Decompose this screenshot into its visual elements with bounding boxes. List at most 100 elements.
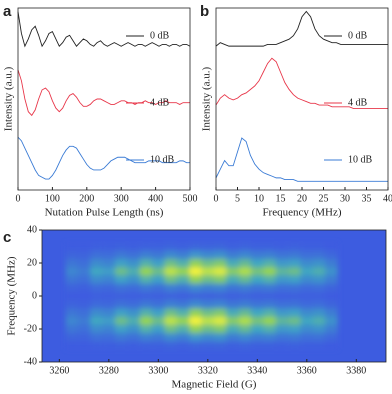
heatmap-cell <box>115 333 128 342</box>
series-line <box>17 69 190 117</box>
heatmap-cell <box>127 275 140 284</box>
heatmap-cell <box>152 316 165 325</box>
heatmap-cell <box>238 324 252 334</box>
heatmap-cell <box>115 316 128 325</box>
heatmap-cell <box>127 333 140 342</box>
heatmap-cell <box>251 283 264 292</box>
heatmap-cell <box>77 341 91 350</box>
heatmap-cell <box>65 250 78 259</box>
heatmap-cell <box>164 300 177 309</box>
heatmap-cell <box>139 300 153 309</box>
heatmap-cell <box>127 258 140 268</box>
heatmap-cell <box>214 300 227 309</box>
heatmap-cell <box>115 300 128 309</box>
heatmap-cell <box>288 316 301 325</box>
heatmap-cell <box>263 300 276 309</box>
heatmap-cell <box>263 308 276 317</box>
heatmap-cell <box>152 283 165 292</box>
heatmap-cell <box>312 242 326 251</box>
heatmap-cell <box>201 341 214 350</box>
heatmap-cell <box>201 267 214 276</box>
heatmap-cell <box>238 258 252 268</box>
heatmap-cell <box>238 333 252 342</box>
heatmap-cell <box>164 324 177 334</box>
heatmap-cell <box>139 316 153 325</box>
heatmap-cell <box>214 308 227 317</box>
heatmap-cell <box>226 267 239 276</box>
heatmap-cell <box>288 250 301 259</box>
heatmap-cell <box>312 291 326 301</box>
heatmap-cell <box>226 258 239 268</box>
heatmap-cell <box>263 258 276 268</box>
heatmap-cell <box>325 341 338 350</box>
heatmap-cell <box>275 316 289 325</box>
heatmap-cell <box>214 275 227 284</box>
heatmap-cell <box>201 300 214 309</box>
heatmap-cell <box>251 341 264 350</box>
heatmap-cell <box>65 333 78 342</box>
heatmap-cell <box>115 258 128 268</box>
heatmap-cell <box>115 308 128 317</box>
heatmap-cell <box>300 250 313 259</box>
heatmap-cell <box>275 308 289 317</box>
heatmap-cell <box>312 258 326 268</box>
heatmap-cell <box>164 267 177 276</box>
heatmap-cell <box>288 267 301 276</box>
heatmap-cell <box>251 258 264 268</box>
legend-label: 0 dB <box>348 30 368 41</box>
heatmap-cell <box>226 333 239 342</box>
heatmap-cell <box>115 267 128 276</box>
panel-label: a <box>3 3 12 20</box>
heatmap-cell <box>300 275 313 284</box>
heatmap-cell <box>300 258 313 268</box>
heatmap-cell <box>288 333 301 342</box>
heatmap-cell <box>189 283 202 292</box>
heatmap-cell <box>325 324 338 334</box>
heatmap-cell <box>176 333 190 342</box>
heatmap-cell <box>201 291 214 301</box>
y-axis-label: Frequency (MHz) <box>6 256 18 335</box>
heatmap-cell <box>238 267 252 276</box>
heatmap-cell <box>152 341 165 350</box>
heatmap-cell <box>214 333 227 342</box>
heatmap-cell <box>201 316 214 325</box>
heatmap-cell <box>226 308 239 317</box>
series-line <box>215 137 388 182</box>
heatmap-cell <box>312 341 326 350</box>
heatmap-cell <box>65 300 78 309</box>
heatmap-cell <box>263 291 276 301</box>
heatmap-cell <box>226 250 239 259</box>
heatmap-cell <box>201 242 214 251</box>
heatmap-cell <box>263 283 276 292</box>
heatmap-cell <box>288 275 301 284</box>
y-axis-label: Intensity (a.u.) <box>3 66 15 131</box>
heatmap-cell <box>115 242 128 251</box>
heatmap-cell <box>176 242 190 251</box>
heatmap-cell <box>164 275 177 284</box>
heatmap-cell <box>176 324 190 334</box>
heatmap-cell <box>164 341 177 350</box>
heatmap-cell <box>152 333 165 342</box>
heatmap-cell <box>164 242 177 251</box>
heatmap-cell <box>189 300 202 309</box>
heatmap-cell <box>201 250 214 259</box>
heatmap-cell <box>300 341 313 350</box>
heatmap-cell <box>226 300 239 309</box>
heatmap-cell <box>189 291 202 301</box>
heatmap <box>65 242 338 350</box>
heatmap-cell <box>90 242 103 251</box>
heatmap-cell <box>189 242 202 251</box>
y-tick-label: 40 <box>27 224 37 235</box>
heatmap-cell <box>139 258 153 268</box>
heatmap-cell <box>275 242 289 251</box>
heatmap-cell <box>288 291 301 301</box>
heatmap-cell <box>189 341 202 350</box>
heatmap-cell <box>300 333 313 342</box>
heatmap-cell <box>176 308 190 317</box>
heatmap-cell <box>201 275 214 284</box>
x-tick-label: 500 <box>183 193 198 204</box>
heatmap-cell <box>238 275 252 284</box>
x-tick-label: 15 <box>276 193 286 204</box>
series-line <box>215 10 388 47</box>
